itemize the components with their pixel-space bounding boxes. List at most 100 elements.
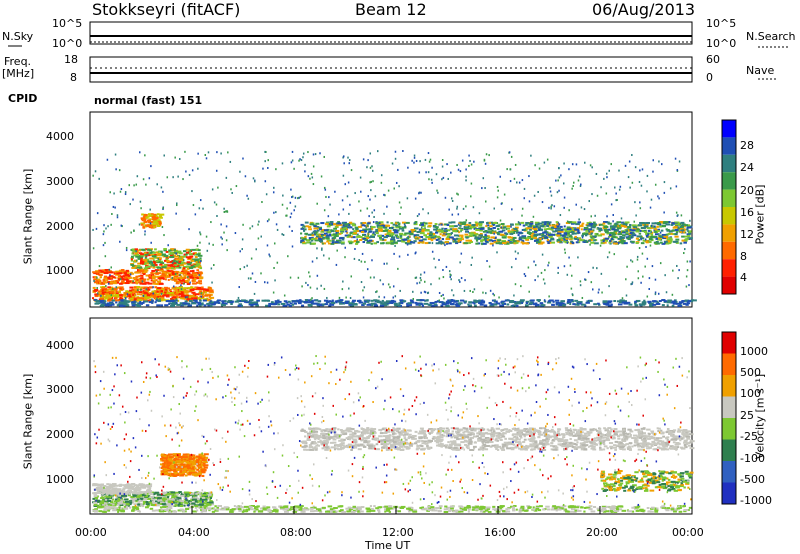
power-cell bbox=[263, 281, 266, 284]
power-cell bbox=[347, 240, 353, 243]
power-cell bbox=[664, 221, 670, 224]
power-cell bbox=[615, 192, 617, 195]
power-cell bbox=[420, 223, 424, 226]
power-cell bbox=[131, 249, 136, 252]
power-cell bbox=[579, 185, 582, 188]
power-cell bbox=[454, 225, 458, 228]
power-cell bbox=[418, 213, 420, 216]
power-cell bbox=[285, 214, 287, 217]
power-cell bbox=[441, 230, 444, 233]
nsearch-label: N.Search bbox=[746, 30, 796, 43]
velocity-cell bbox=[547, 430, 552, 433]
power-cell bbox=[132, 290, 137, 293]
power-cell bbox=[158, 275, 162, 278]
power-cell bbox=[548, 233, 552, 236]
power-cell bbox=[144, 295, 148, 298]
power-cell bbox=[119, 294, 123, 297]
power-cell bbox=[465, 175, 467, 178]
power-cell bbox=[308, 238, 314, 241]
power-cell bbox=[459, 224, 462, 227]
power-cell bbox=[131, 266, 136, 269]
power-cell bbox=[343, 227, 347, 230]
power-cell bbox=[124, 276, 127, 279]
power-cell bbox=[523, 187, 526, 190]
power-cell bbox=[496, 251, 498, 254]
power-cell bbox=[397, 223, 401, 226]
power-cell bbox=[337, 241, 342, 244]
power-cell bbox=[484, 162, 487, 165]
power-cell bbox=[510, 155, 513, 158]
power-cell bbox=[183, 287, 188, 290]
power-cell bbox=[688, 237, 693, 240]
power-cell bbox=[631, 282, 633, 285]
power-cell bbox=[178, 260, 181, 263]
power-cell bbox=[139, 151, 141, 154]
power-cell bbox=[196, 244, 199, 247]
power-cell bbox=[118, 287, 122, 290]
velocity-cell bbox=[621, 433, 626, 436]
power-cell bbox=[680, 214, 683, 217]
power-cell bbox=[360, 230, 365, 233]
power-cell bbox=[472, 234, 477, 237]
power-cell bbox=[409, 241, 413, 244]
power-cell bbox=[534, 279, 536, 282]
power-cell bbox=[444, 223, 449, 226]
power-cell bbox=[264, 299, 269, 302]
power-cell bbox=[341, 238, 345, 241]
power-cell bbox=[602, 240, 605, 243]
power-cell bbox=[314, 153, 317, 156]
velocity-cell bbox=[385, 430, 391, 433]
power-cell bbox=[163, 289, 168, 292]
power-cell bbox=[407, 253, 409, 256]
power-cell bbox=[612, 220, 614, 223]
power-cell bbox=[475, 233, 479, 236]
power-cell bbox=[173, 288, 178, 291]
power-cell bbox=[457, 213, 460, 216]
power-cell bbox=[522, 224, 526, 227]
power-cell bbox=[182, 250, 187, 253]
power-cell bbox=[291, 303, 295, 306]
power-cell bbox=[261, 201, 263, 204]
velocity-cell bbox=[445, 427, 449, 430]
power-cell bbox=[562, 228, 568, 231]
power-cell bbox=[498, 242, 503, 245]
power-cell bbox=[349, 221, 353, 224]
power-cell bbox=[223, 231, 225, 234]
power-cell bbox=[500, 230, 504, 233]
velocity-cell bbox=[347, 430, 353, 433]
power-cell bbox=[523, 197, 526, 200]
power-cell bbox=[319, 152, 321, 155]
power-cell bbox=[609, 239, 612, 242]
velocity-cell bbox=[503, 432, 507, 435]
power-cell bbox=[603, 221, 608, 224]
power-cell bbox=[447, 242, 452, 245]
power-cell bbox=[533, 228, 538, 231]
velocity-cell bbox=[523, 438, 527, 441]
power-cell bbox=[491, 299, 495, 302]
power-cell bbox=[98, 177, 100, 180]
power-cell bbox=[238, 303, 242, 306]
power-cell bbox=[645, 233, 650, 236]
power-cell bbox=[577, 230, 580, 233]
velocity-cell bbox=[403, 445, 409, 448]
power-cell bbox=[608, 236, 610, 239]
velocity-cell bbox=[591, 445, 596, 448]
power-cell bbox=[264, 160, 266, 163]
power-cell bbox=[638, 232, 642, 235]
power-cell bbox=[131, 248, 135, 251]
power-cell bbox=[298, 159, 300, 162]
power-cell bbox=[583, 239, 587, 242]
power-cell bbox=[555, 221, 559, 224]
power-cell bbox=[621, 301, 627, 304]
power-cell bbox=[401, 240, 404, 243]
power-cell bbox=[501, 300, 506, 303]
velocity-cell bbox=[439, 438, 444, 441]
velocity-cell bbox=[400, 442, 405, 445]
power-cell bbox=[349, 304, 355, 307]
power-cell bbox=[184, 295, 190, 298]
velocity-cell bbox=[565, 446, 569, 449]
power-cell bbox=[551, 204, 553, 207]
power-cell bbox=[511, 238, 515, 241]
power-cell bbox=[369, 152, 372, 155]
power-cell bbox=[548, 222, 551, 225]
